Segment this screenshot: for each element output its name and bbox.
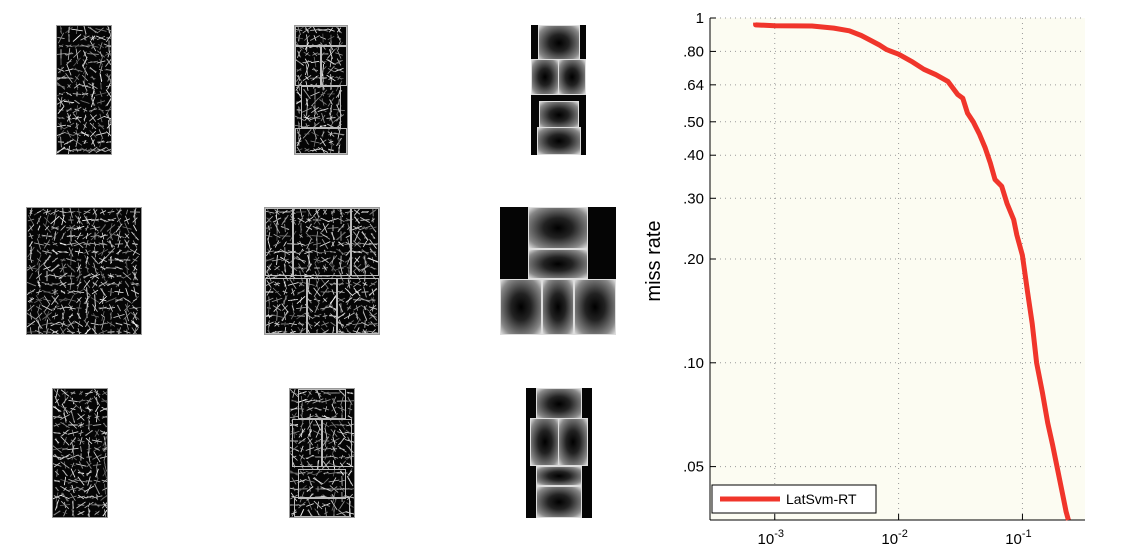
series-line-latsvm-rt [753, 22, 1071, 521]
deformation-model-image [531, 25, 586, 155]
root-filter-image [56, 25, 112, 155]
y-tick-label: .80 [683, 43, 704, 60]
root-filter-image [52, 388, 108, 518]
hog-texture [27, 208, 141, 334]
part-filters-image [294, 25, 348, 155]
y-tick-label: .40 [683, 147, 704, 164]
y-tick-label: 1 [696, 10, 704, 27]
axis-ticks: 1 .80 .64 .50 .40 .30 .20 .10 .05 10-3 10-2 10-1 [683, 10, 1032, 548]
root-filter-image [26, 207, 142, 335]
legend-label-latsvm-rt: LatSvm-RT [786, 491, 857, 507]
y-tick-label: .64 [683, 77, 704, 94]
deformation-model-image [500, 207, 616, 335]
hog-texture [57, 26, 111, 154]
hog-texture [265, 208, 379, 334]
part-filters-image [289, 388, 355, 518]
x-tick-label: 10-3 [758, 528, 784, 548]
y-tick-label: .50 [683, 114, 704, 131]
y-tick-label: .05 [683, 459, 704, 476]
x-tick-label: 10-1 [1005, 528, 1031, 548]
y-axis-label: miss rate [643, 220, 665, 301]
deformation-model-image [526, 388, 592, 518]
series-lines [753, 22, 1071, 521]
part-filters-image [264, 207, 380, 335]
plot-area [710, 18, 1085, 520]
legend: LatSvm-RT [711, 484, 877, 514]
x-tick-label: 10-2 [881, 528, 907, 548]
y-tick-label: .20 [683, 251, 704, 268]
hog-texture [53, 389, 107, 517]
hog-texture [290, 389, 354, 517]
y-tick-label: .30 [683, 190, 704, 207]
y-tick-label: .10 [683, 355, 704, 372]
